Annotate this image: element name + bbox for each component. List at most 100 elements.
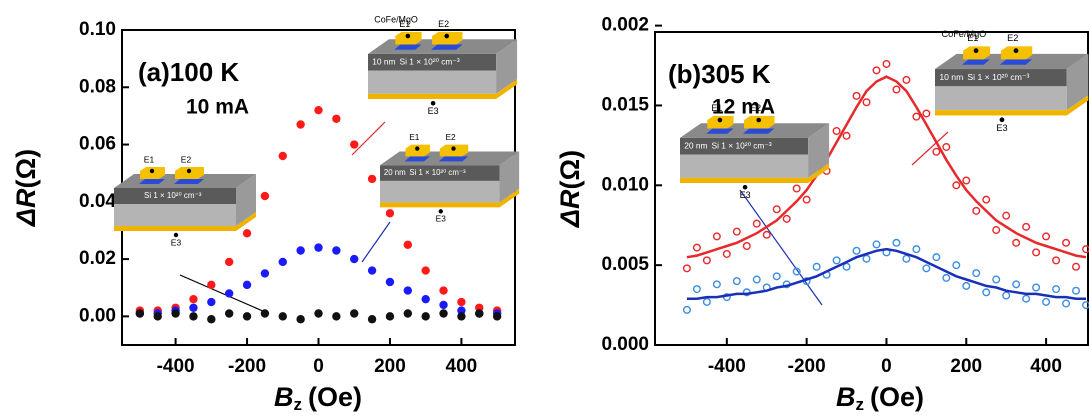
inset-label: E2 [181, 154, 192, 164]
data-point [421, 266, 430, 275]
data-point [189, 312, 198, 321]
data-point [712, 232, 721, 241]
data-point [403, 286, 413, 295]
data-point [385, 277, 395, 287]
inset-label: E1 [144, 154, 155, 164]
data-point [457, 297, 466, 307]
inset-front-top [380, 165, 500, 181]
data-point [171, 309, 180, 318]
inset-label: CoFe/MgO [941, 29, 986, 39]
data-point [902, 75, 911, 84]
data-point [802, 195, 811, 204]
data-point [932, 253, 941, 262]
y-label-unit: (Ω) [11, 149, 41, 189]
data-point [952, 181, 961, 190]
data-point [892, 85, 901, 94]
inset-label: E2 [750, 103, 761, 113]
x-axis-label: Bz (Oe) [836, 382, 924, 414]
data-point [972, 269, 981, 278]
device-inset: E1 E2 Si 1 × 10²⁰ cm⁻³ E3 [114, 154, 256, 247]
data-point [403, 309, 413, 318]
x-tick-label: 400 [446, 356, 478, 377]
data-point [992, 275, 1001, 284]
data-point [692, 285, 701, 294]
x-tick-label: 0 [881, 356, 892, 377]
data-point [852, 246, 861, 255]
data-point [782, 214, 791, 223]
data-point [475, 309, 484, 318]
data-point [260, 191, 270, 201]
panel-title: (a)100 K [138, 57, 239, 87]
electrode-blue [706, 128, 734, 134]
electrode-blue [139, 179, 165, 184]
data-point [842, 131, 851, 140]
data-point [722, 249, 731, 258]
data-point [762, 230, 771, 239]
data-point [942, 273, 951, 282]
y-tick-label: 0.015 [601, 94, 649, 115]
data-point [1022, 222, 1031, 231]
x-label-unit: (Oe) [308, 382, 362, 412]
data-point [242, 312, 252, 321]
data-point [385, 312, 395, 321]
bottom-contact [173, 232, 179, 238]
x-tick-label: -200 [228, 356, 266, 377]
data-point [962, 176, 971, 185]
data-point [1052, 256, 1061, 265]
data-point [832, 256, 841, 265]
electrode-contact [186, 168, 192, 174]
data-point [385, 209, 395, 218]
inset-base [368, 79, 518, 100]
inset-label: Si 1 × 10²⁰ cm⁻³ [409, 168, 466, 177]
inset-front [380, 180, 500, 203]
data-point [902, 254, 911, 263]
inset-front [680, 154, 809, 178]
electrode-blue [438, 156, 469, 162]
electrode-contact [1013, 48, 1019, 54]
inset-label: Si 1 × 10²⁰ cm⁻³ [967, 72, 1029, 82]
data-point [702, 256, 711, 265]
data-point [260, 269, 270, 278]
inset-front [935, 86, 1067, 111]
data-point [872, 66, 881, 75]
data-point [712, 280, 721, 289]
data-point [296, 120, 305, 129]
data-point [1002, 291, 1011, 300]
data-point [224, 257, 234, 267]
inset-base [935, 94, 1089, 116]
data-point [882, 59, 891, 68]
data-point [892, 238, 901, 247]
data-point [912, 245, 921, 254]
data-point [457, 312, 466, 321]
data-point [972, 206, 981, 215]
inset-label: 10 nm [372, 57, 395, 67]
data-point [207, 297, 216, 307]
data-point [1072, 262, 1081, 271]
x-label-subscript: z [294, 395, 303, 414]
x-label-unit: (Oe) [870, 382, 924, 412]
bottom-contact [430, 100, 436, 106]
inset-label: E1 [399, 19, 410, 29]
data-point [912, 112, 921, 121]
electrode-contact [717, 117, 723, 123]
inset-front-top [368, 53, 497, 71]
inset-label: E3 [740, 190, 751, 200]
data-point [952, 261, 961, 270]
inset-label: Si 1 × 10²⁰ cm⁻³ [400, 57, 460, 67]
data-point [207, 315, 216, 324]
data-point [732, 227, 741, 236]
data-point [224, 289, 234, 298]
data-point [852, 91, 861, 100]
inset-side [1066, 53, 1089, 111]
data-point [421, 294, 430, 304]
data-point [296, 315, 305, 324]
y-label-symbol: ΔR [11, 188, 41, 227]
inset-label: E3 [996, 123, 1007, 133]
y-tick-label: 0.005 [601, 254, 649, 275]
inset-front [114, 204, 236, 226]
inset-base [114, 212, 256, 231]
x-tick-label: 200 [950, 356, 982, 377]
panel-subtitle: 10 mA [186, 96, 249, 119]
